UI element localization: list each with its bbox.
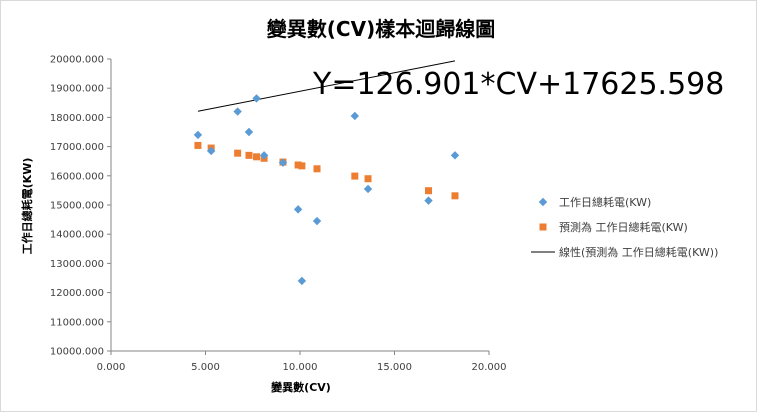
legend-label-predicted: 預測為 工作日總耗電(KW) <box>559 220 688 234</box>
legend-item-trendline: 線性(預測為 工作日總耗電(KW)) <box>531 245 718 259</box>
y-tick-label: 15000.000 <box>50 201 104 212</box>
x-axis-title: 變異數(CV) <box>271 380 331 394</box>
y-tick-label: 18000.000 <box>50 113 104 124</box>
y-axis-ticks: 10000.000 11000.000 12000.000 13000.000 1400… <box>50 55 111 358</box>
legend-square-icon <box>539 223 547 231</box>
actual-point <box>244 127 254 137</box>
actual-point <box>297 276 307 286</box>
predicted-point <box>298 162 306 170</box>
actual-point <box>206 146 216 156</box>
y-axis-title: 工作日總耗電(KW) <box>20 158 34 255</box>
predicted-point <box>451 192 459 200</box>
legend-item-actual: 工作日總耗電(KW) <box>538 195 651 209</box>
actual-point <box>450 151 460 160</box>
x-tick-label: 15.000 <box>377 362 412 373</box>
legend-item-predicted: 預測為 工作日總耗電(KW) <box>539 220 688 234</box>
actual-point <box>233 107 242 116</box>
predicted-point <box>364 175 372 183</box>
actual-point <box>350 111 360 121</box>
predicted-point <box>234 149 242 157</box>
legend-label-trendline: 線性(預測為 工作日總耗電(KW)) <box>559 245 718 259</box>
y-tick-label: 16000.000 <box>50 171 104 182</box>
x-tick-label: 0.000 <box>97 362 126 373</box>
predicted-point <box>294 161 302 169</box>
predicted-point <box>245 151 253 159</box>
predicted-point <box>351 172 359 180</box>
actual-point <box>424 196 433 205</box>
y-tick-label: 19000.000 <box>50 84 104 95</box>
y-tick-label: 10000.000 <box>50 347 104 358</box>
y-tick-label: 14000.000 <box>50 230 104 241</box>
series-actual <box>193 94 460 286</box>
actual-point <box>312 216 322 226</box>
plot-area: 0.000 5.000 10.000 15.000 20.000 10000.000 11… <box>50 55 507 374</box>
x-tick-label: 5.000 <box>191 362 220 373</box>
actual-point <box>363 184 373 194</box>
actual-point <box>252 94 261 103</box>
legend: 工作日總耗電(KW) 預測為 工作日總耗電(KW) 線性(預測為 工作日總耗電(… <box>531 195 718 259</box>
actual-point <box>293 205 303 214</box>
x-tick-label: 20.000 <box>472 362 507 373</box>
x-axis-ticks: 0.000 5.000 10.000 15.000 20.000 <box>97 351 507 373</box>
y-tick-label: 20000.000 <box>50 55 104 66</box>
legend-label-actual: 工作日總耗電(KW) <box>559 195 651 209</box>
x-tick-label: 10.000 <box>283 362 318 373</box>
trendline <box>197 60 456 112</box>
actual-point <box>193 130 203 140</box>
actual-point <box>278 158 288 167</box>
predicted-point <box>253 153 261 161</box>
y-tick-label: 11000.000 <box>50 317 104 328</box>
y-tick-label: 13000.000 <box>50 259 104 270</box>
legend-diamond-icon <box>538 197 548 207</box>
series-predicted <box>194 141 459 200</box>
y-tick-label: 12000.000 <box>50 288 104 299</box>
chart-title: 變異數(CV)樣本迴歸線圖 <box>267 17 495 41</box>
predicted-point <box>194 141 202 149</box>
regression-equation: Y=126.901*CV+17625.598 <box>312 67 724 102</box>
predicted-point <box>313 165 321 173</box>
actual-point <box>259 151 269 160</box>
y-tick-label: 17000.000 <box>50 142 104 153</box>
predicted-point <box>425 187 433 195</box>
